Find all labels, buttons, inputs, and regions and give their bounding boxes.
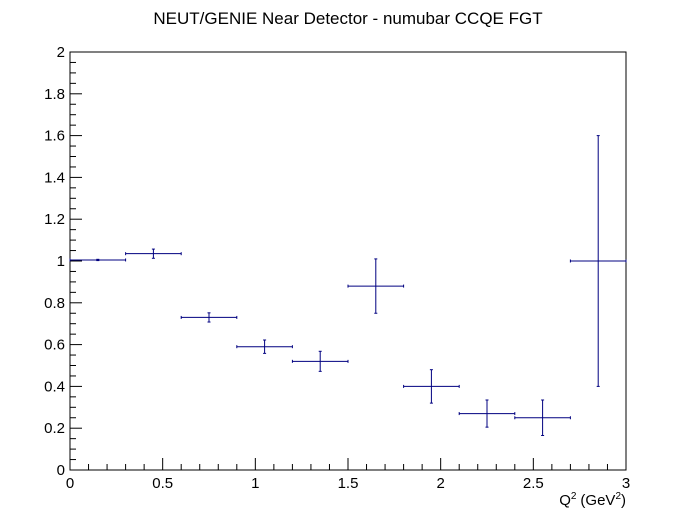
y-tick-label: 1.6	[44, 128, 65, 145]
x-axis-label-unit-close: )	[621, 492, 626, 509]
y-tick-label: 1	[57, 253, 65, 270]
y-tick-label: 0	[57, 462, 65, 479]
x-tick-label: 0	[66, 475, 74, 492]
y-tick-label: 1.8	[44, 86, 65, 103]
y-tick-label: 0.4	[44, 378, 65, 395]
data-point	[403, 369, 460, 404]
x-axis-label-unit: (GeV	[580, 492, 615, 509]
x-tick-label: 0.5	[152, 475, 173, 492]
y-tick-label: 0.6	[44, 337, 65, 354]
x-axis-label-unit-sup: 2	[615, 491, 621, 502]
chart-title: NEUT/GENIE Near Detector - numubar CCQE …	[153, 9, 542, 28]
x-tick-label: 3	[622, 475, 630, 492]
data-point	[69, 258, 127, 262]
x-axis: 0 0.5 1 1.5 2 2.5 3	[66, 458, 630, 492]
x-tick-label: 2	[436, 475, 444, 492]
x-axis-label-sup: 2	[571, 491, 577, 502]
data-point	[569, 135, 627, 387]
x-axis-label: Q2 (GeV2)	[559, 491, 626, 509]
data-points	[69, 135, 627, 437]
x-tick-label: 2.5	[523, 475, 544, 492]
data-point	[347, 258, 405, 314]
y-axis: 0 0.2 0.4 0.6 0.8 1 1.2 1.4 1.6 1.8 2	[44, 44, 82, 479]
data-point	[514, 399, 571, 437]
y-tick-label: 0.8	[44, 295, 65, 312]
data-point	[180, 312, 238, 323]
y-tick-label: 2	[57, 44, 65, 61]
x-axis-label-q: Q	[559, 492, 571, 509]
data-point	[291, 350, 349, 372]
y-tick-label: 1.4	[44, 169, 65, 186]
x-tick-label: 1	[251, 475, 259, 492]
data-point	[458, 399, 516, 428]
y-tick-label: 1.2	[44, 211, 65, 228]
y-tick-label: 0.2	[44, 420, 65, 437]
data-point	[236, 339, 293, 354]
data-point	[125, 248, 182, 259]
x-tick-label: 1.5	[338, 475, 359, 492]
